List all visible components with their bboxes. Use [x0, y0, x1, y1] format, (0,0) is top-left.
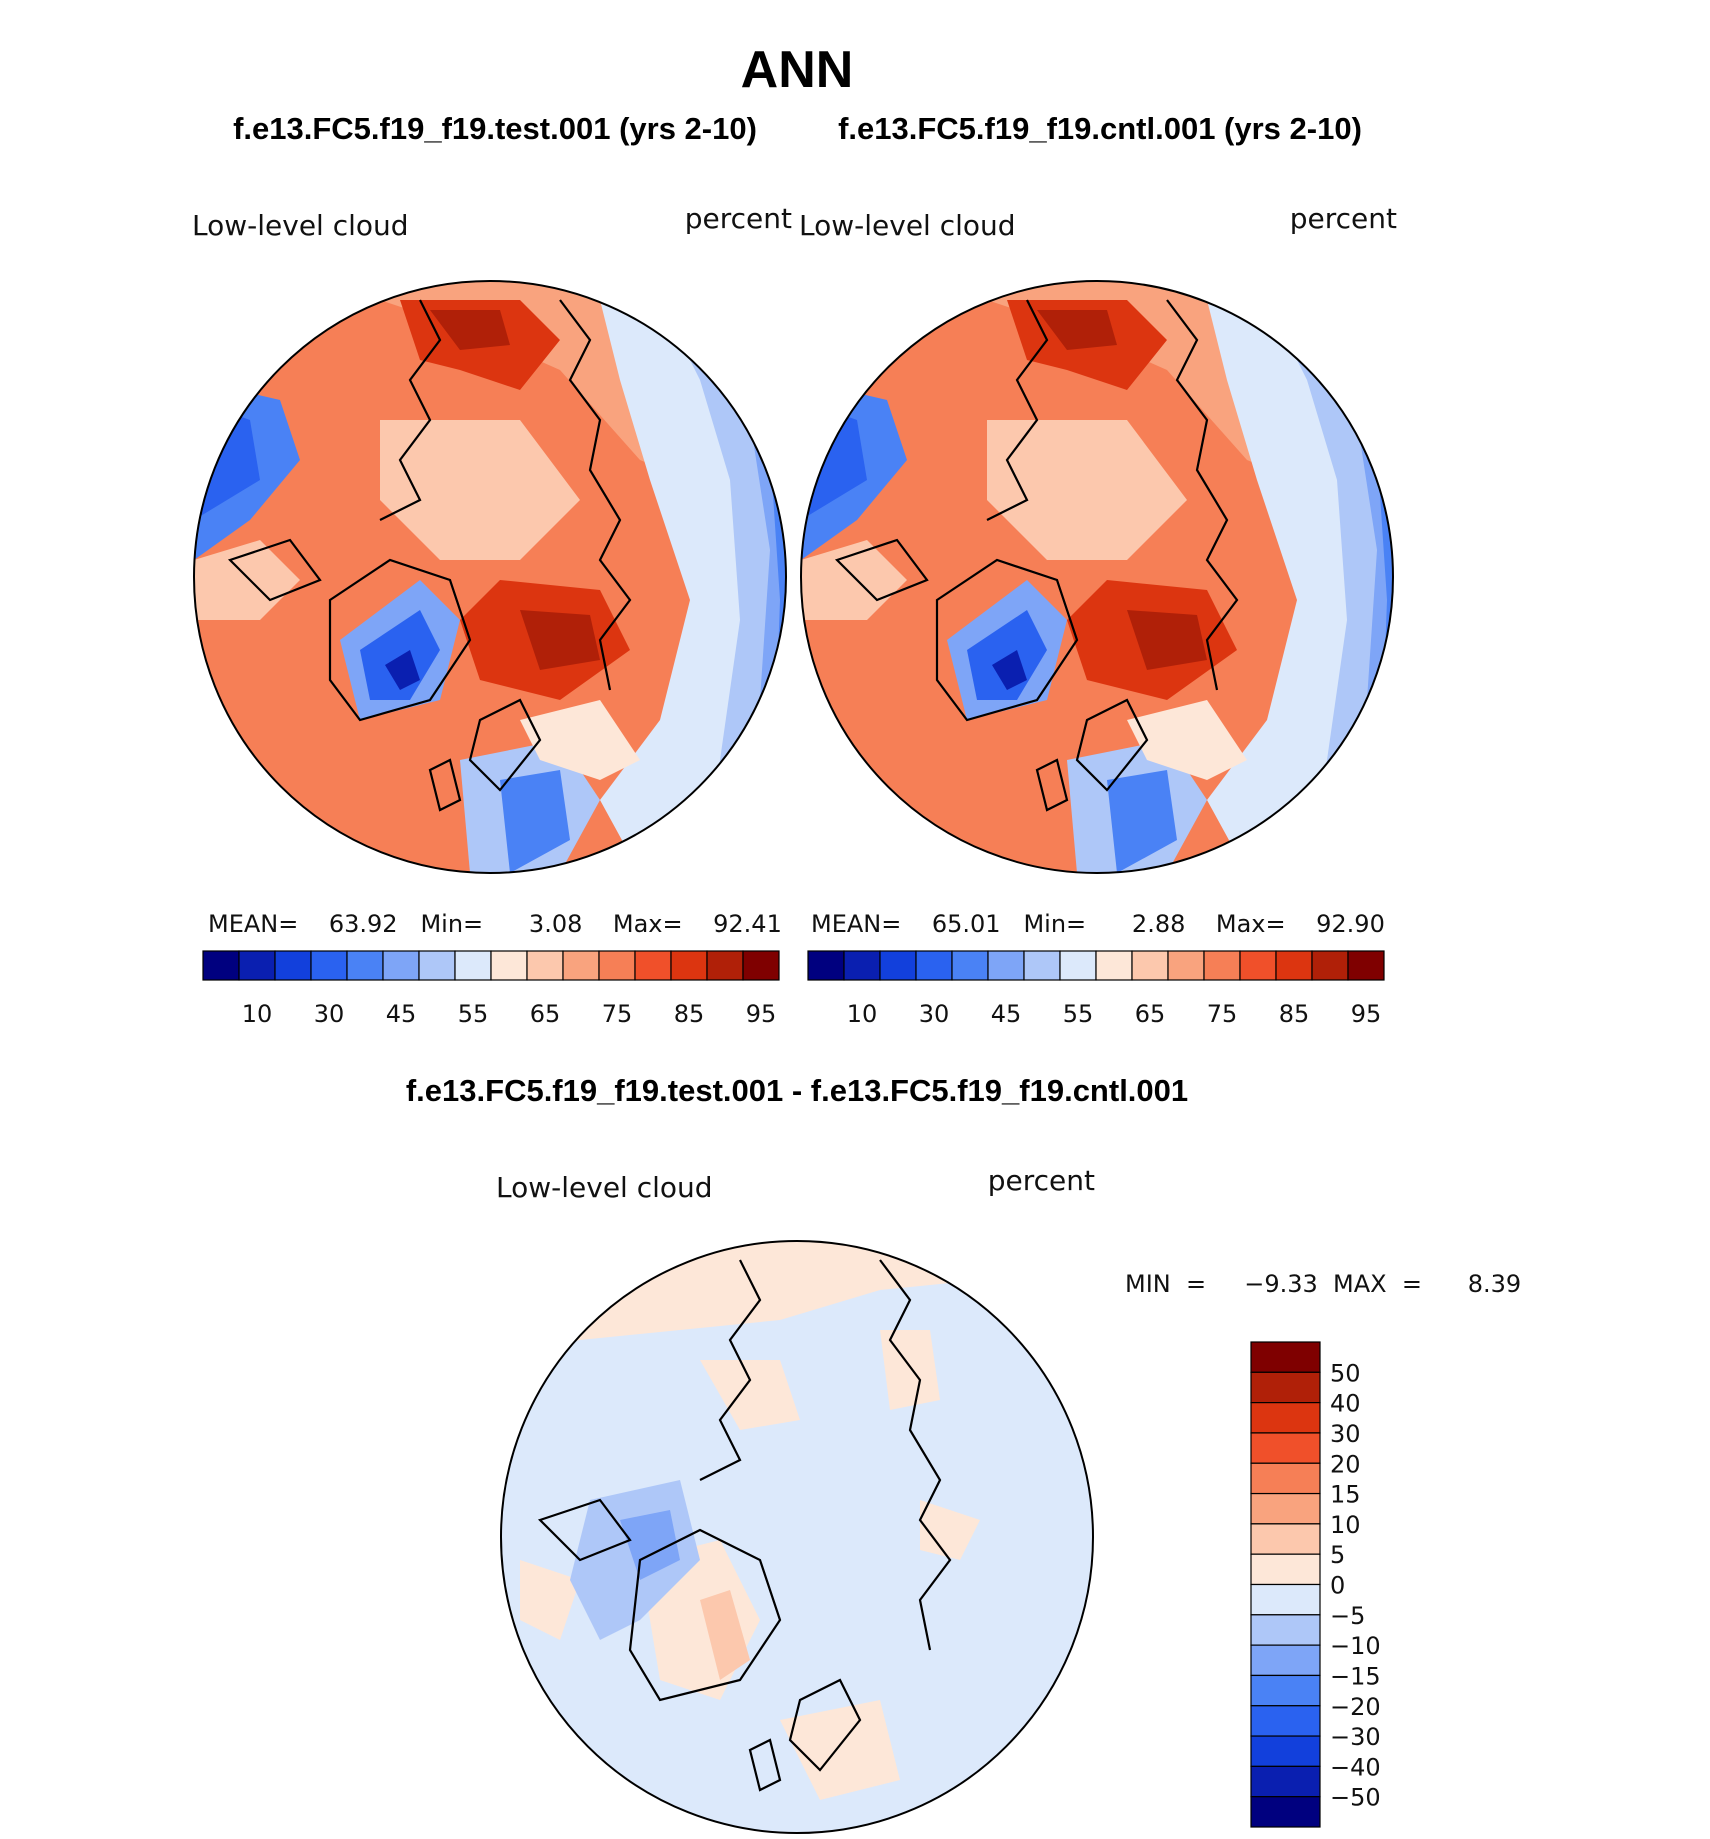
colorbar-tick-label: 55 — [1063, 1000, 1094, 1028]
colorbar-tick-label: 30 — [1330, 1420, 1361, 1448]
colorbar-swatch — [1250, 1614, 1321, 1646]
colorbar-swatch — [274, 950, 312, 981]
colorbar-swatch — [843, 950, 881, 981]
colorbar-swatch — [634, 950, 672, 981]
colorbar-tick-label: 10 — [1330, 1511, 1361, 1539]
colorbar-swatch — [562, 950, 600, 981]
colorbar-tick-label: −40 — [1330, 1753, 1381, 1781]
colorbar-swatch — [1250, 1644, 1321, 1677]
colorbar-swatch — [1347, 950, 1385, 981]
test-stats: MEAN= 63.92 Min= 3.08 Max= 92.41 — [208, 910, 782, 938]
colorbar-swatch — [490, 950, 528, 981]
colorbar-tick-label: 10 — [242, 1000, 273, 1028]
colorbar-swatch — [879, 950, 917, 981]
colorbar-swatch — [1250, 1765, 1321, 1798]
colorbar-swatch — [1239, 950, 1277, 981]
colorbar-swatch — [382, 950, 420, 981]
colorbar-swatch — [454, 950, 492, 981]
colorbar-swatch — [1250, 1462, 1321, 1495]
diff-polar-map — [500, 1240, 1094, 1834]
colorbar-swatch — [807, 950, 845, 981]
colorbar-swatch — [706, 950, 744, 981]
colorbar-swatch — [987, 950, 1025, 981]
cntl-case-title: f.e13.FC5.f19_f19.cntl.001 (yrs 2-10) — [838, 111, 1362, 146]
colorbar-tick-label: 45 — [386, 1000, 417, 1028]
diff-variable-label: Low-level cloud — [496, 1171, 713, 1204]
colorbar-swatch — [1131, 950, 1169, 981]
colorbar-swatch — [1250, 1705, 1321, 1737]
colorbar-tick-label: 0 — [1330, 1572, 1345, 1600]
colorbar-tick-label: 85 — [674, 1000, 705, 1028]
colorbar-swatch — [1250, 1735, 1321, 1767]
colorbar-tick-label: 65 — [1135, 1000, 1166, 1028]
colorbar-swatch — [742, 950, 780, 981]
colorbar-tick-label: 45 — [991, 1000, 1022, 1028]
colorbar-tick-label: 75 — [1207, 1000, 1238, 1028]
colorbar-swatch — [1250, 1583, 1321, 1616]
colorbar-swatch — [418, 950, 456, 981]
test-colorbar: 10 30 45 55 65 75 85 95 — [202, 950, 780, 1028]
colorbar-tick-label: 5 — [1330, 1541, 1345, 1569]
colorbar-swatch — [670, 950, 708, 981]
colorbar-swatch — [1311, 950, 1349, 981]
diff-title: f.e13.FC5.f19_f19.test.001 - f.e13.FC5.f… — [406, 1073, 1188, 1108]
colorbar-swatch — [1250, 1553, 1321, 1586]
colorbar-tick-label: −10 — [1330, 1632, 1381, 1660]
test-variable-label: Low-level cloud — [192, 209, 409, 242]
colorbar-swatch — [526, 950, 564, 981]
colorbar-tick-label: 50 — [1330, 1359, 1361, 1387]
colorbar-swatch — [346, 950, 384, 981]
cntl-variable-label: Low-level cloud — [799, 209, 1016, 242]
test-polar-map — [193, 280, 787, 874]
colorbar-tick-label: 30 — [314, 1000, 345, 1028]
cntl-stats: MEAN= 65.01 Min= 2.88 Max= 92.90 — [811, 910, 1385, 938]
colorbar-tick-label: 40 — [1330, 1390, 1361, 1418]
cntl-colorbar: 10 30 45 55 65 75 85 95 — [807, 950, 1385, 1028]
diff-stats: MIN = −9.33 MAX = 8.39 — [1125, 1270, 1521, 1298]
colorbar-swatch — [1250, 1432, 1321, 1464]
colorbar-swatch — [202, 950, 240, 981]
colorbar-tick-label: 15 — [1330, 1481, 1361, 1509]
colorbar-swatch — [1275, 950, 1313, 981]
colorbar-tick-label: 95 — [1351, 1000, 1382, 1028]
colorbar-swatch — [598, 950, 636, 981]
colorbar-tick-label: 30 — [919, 1000, 950, 1028]
colorbar-tick-label: 65 — [530, 1000, 561, 1028]
colorbar-tick-label: 20 — [1330, 1450, 1361, 1478]
colorbar-tick-label: 10 — [847, 1000, 878, 1028]
colorbar-tick-label: 85 — [1279, 1000, 1310, 1028]
colorbar-swatch — [238, 950, 276, 981]
colorbar-tick-label: 75 — [602, 1000, 633, 1028]
colorbar-swatch — [1250, 1492, 1321, 1525]
colorbar-swatch — [1250, 1796, 1321, 1828]
cntl-units-label: percent — [1290, 202, 1397, 235]
colorbar-swatch — [1250, 1674, 1321, 1707]
colorbar-tick-label: −50 — [1330, 1784, 1381, 1812]
colorbar-tick-label: 55 — [458, 1000, 489, 1028]
colorbar-tick-label: 95 — [746, 1000, 777, 1028]
test-units-label: percent — [685, 202, 792, 235]
diff-units-label: percent — [988, 1164, 1095, 1197]
colorbar-swatch — [1059, 950, 1097, 981]
test-case-title: f.e13.FC5.f19_f19.test.001 (yrs 2-10) — [233, 111, 757, 146]
colorbar-swatch — [310, 950, 348, 981]
colorbar-swatch — [1250, 1523, 1321, 1555]
colorbar-swatch — [1250, 1371, 1321, 1404]
colorbar-swatch — [1203, 950, 1241, 981]
colorbar-swatch — [951, 950, 989, 981]
colorbar-tick-label: −5 — [1330, 1602, 1365, 1630]
colorbar-swatch — [915, 950, 953, 981]
colorbar-swatch — [1250, 1402, 1321, 1434]
season-title: ANN — [741, 41, 854, 99]
colorbar-tick-label: −15 — [1330, 1662, 1381, 1690]
colorbar-swatch — [1023, 950, 1061, 981]
colorbar-tick-label: −30 — [1330, 1723, 1381, 1751]
colorbar-swatch — [1167, 950, 1205, 981]
colorbar-tick-label: −20 — [1330, 1693, 1381, 1721]
colorbar-swatch — [1095, 950, 1133, 981]
colorbar-swatch — [1250, 1341, 1321, 1373]
cntl-polar-map — [800, 280, 1394, 874]
